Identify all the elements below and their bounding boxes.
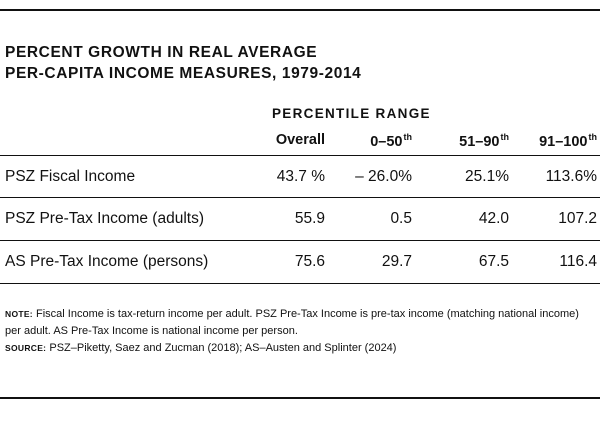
column-header-label: Overall [275,132,325,148]
top-rule [0,9,600,11]
table-divider [0,155,600,156]
table-divider [0,240,600,241]
row-label: AS Pre-Tax Income (persons) [5,253,209,270]
column-header-overall: Overall [276,132,325,148]
note-tag: Note: [5,309,33,319]
row-label: PSZ Fiscal Income [5,168,136,185]
column-header-sup: th [588,132,598,142]
table-row: PSZ Fiscal Income 43.7 % – 26.0% 25.1% 1… [0,156,600,200]
cell-91-100: 107.2 [558,210,597,227]
cell-91-100: 116.4 [559,253,597,270]
table-divider [0,197,600,198]
source-text: PSZ–Piketty, Saez and Zucman (2018); AS–… [49,342,397,354]
cell-0-50: 29.7 [381,253,412,270]
cell-overall: 43.7 % [276,168,325,185]
note-paragraph: Note: Fiscal Income is tax-return income… [5,306,595,340]
source-paragraph: Source: PSZ–Piketty, Saez and Zucman (20… [5,340,595,357]
cell-91-100: 113.6% [545,168,597,185]
percentile-range-header: Percentile Range [272,106,431,121]
column-header-sup: th [500,132,510,142]
bottom-rule [0,397,600,399]
cell-51-90: 67.5 [478,253,509,270]
source-tag: Source: [5,343,47,353]
table-bottom-rule [0,283,600,284]
table-row: PSZ Pre-Tax Income (adults) 55.9 0.5 42.… [0,198,600,242]
table-notes: Note: Fiscal Income is tax-return income… [5,306,595,357]
cell-overall: 75.6 [294,253,325,270]
cell-51-90: 42.0 [478,210,509,227]
table-row: AS Pre-Tax Income (persons) 75.6 29.7 67… [0,241,600,285]
row-label: PSZ Pre-Tax Income (adults) [5,210,204,227]
column-header-label: 0–50 [370,134,403,150]
cell-0-50: – 26.0% [355,168,412,185]
cell-51-90: 25.1% [465,168,509,185]
note-text: Fiscal Income is tax-return income per a… [5,308,579,337]
column-header-51-90: 51–90th [459,132,509,150]
column-header-label: 91–100 [539,134,588,150]
cell-0-50: 0.5 [390,210,412,227]
column-header-label: 51–90 [459,134,500,150]
table-title: Percent Growth in Real Average Per-Capit… [5,42,565,84]
cell-overall: 55.9 [294,210,325,227]
column-header-0-50: 0–50th [370,132,412,150]
title-line-1: Percent Growth in Real Average [5,44,318,61]
column-header-sup: th [403,132,413,142]
column-header-91-100: 91–100th [539,132,597,150]
title-line-2: Per-Capita Income Measures, 1979-2014 [5,65,362,82]
